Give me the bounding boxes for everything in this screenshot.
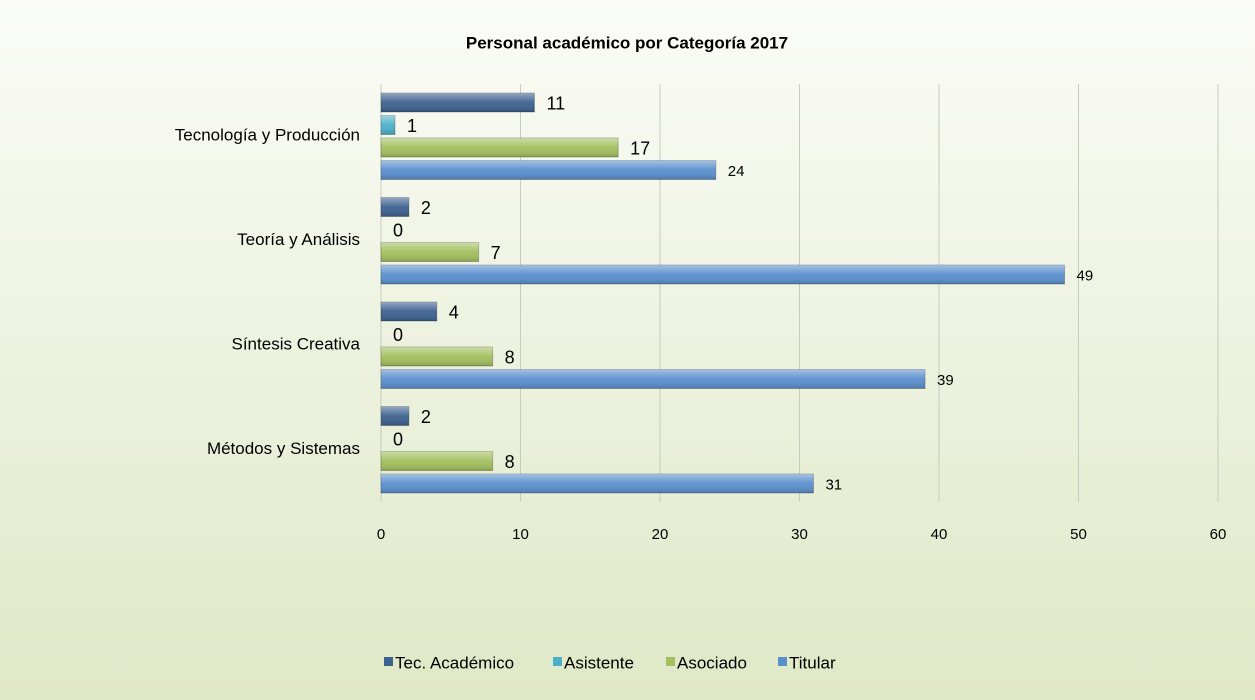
chart-title: Personal académico por Categoría 2017 <box>466 33 788 52</box>
data-label: 1 <box>407 116 417 136</box>
bar-shine <box>381 93 535 112</box>
x-tick-label: 20 <box>652 526 669 543</box>
data-label: 39 <box>937 372 954 389</box>
x-tick-label: 40 <box>931 526 948 543</box>
x-tick-label: 0 <box>377 526 385 543</box>
bar-shine <box>381 474 814 493</box>
data-label: 2 <box>421 198 431 218</box>
bar-shine <box>381 138 619 157</box>
y-tick-label: Tecnología y Producción <box>175 126 360 145</box>
data-label: 0 <box>393 429 403 449</box>
data-label: 11 <box>546 93 565 113</box>
bar-shine <box>381 242 479 262</box>
bar-shine <box>381 347 493 366</box>
bar-shine <box>381 302 437 321</box>
legend-label: Tec. Académico <box>395 653 514 672</box>
x-tick-label: 10 <box>512 526 529 543</box>
legend-label: Titular <box>789 653 836 672</box>
bar-shine <box>381 160 716 180</box>
data-label: 49 <box>1077 267 1094 284</box>
legend-label: Asociado <box>677 653 747 672</box>
data-label: 8 <box>505 347 515 367</box>
legend-swatch <box>553 657 562 666</box>
x-tick-label: 50 <box>1070 526 1087 543</box>
bar-shine <box>381 406 409 426</box>
data-label: 24 <box>728 163 745 180</box>
data-label: 8 <box>505 452 515 472</box>
data-label: 2 <box>421 407 431 427</box>
bar-shine <box>381 451 493 471</box>
data-label: 4 <box>449 302 459 322</box>
data-label: 7 <box>491 243 501 263</box>
bar-shine <box>381 115 395 135</box>
legend-label: Asistente <box>564 653 634 672</box>
bar-shine <box>381 369 926 389</box>
y-tick-label: Teoría y Análisis <box>237 230 360 249</box>
legend-swatch <box>778 657 787 666</box>
data-label: 0 <box>393 220 403 240</box>
legend-swatch <box>384 657 393 666</box>
legend-swatch <box>666 657 675 666</box>
y-tick-label: Síntesis Creativa <box>232 335 361 354</box>
data-label: 17 <box>630 138 650 158</box>
bar-shine <box>381 265 1065 284</box>
x-tick-label: 30 <box>791 526 808 543</box>
data-label: 0 <box>393 325 403 345</box>
data-label: 31 <box>825 476 842 493</box>
x-tick-label: 60 <box>1210 526 1227 543</box>
y-tick-label: Métodos y Sistemas <box>207 439 360 458</box>
bar-shine <box>381 197 409 217</box>
